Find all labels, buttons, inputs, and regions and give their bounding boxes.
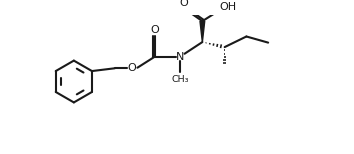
Text: N: N bbox=[176, 52, 184, 62]
Text: OH: OH bbox=[220, 2, 237, 12]
Text: O: O bbox=[150, 25, 159, 35]
Polygon shape bbox=[200, 21, 205, 42]
Text: O: O bbox=[179, 0, 188, 8]
Text: O: O bbox=[128, 63, 137, 73]
Text: CH₃: CH₃ bbox=[171, 75, 189, 84]
